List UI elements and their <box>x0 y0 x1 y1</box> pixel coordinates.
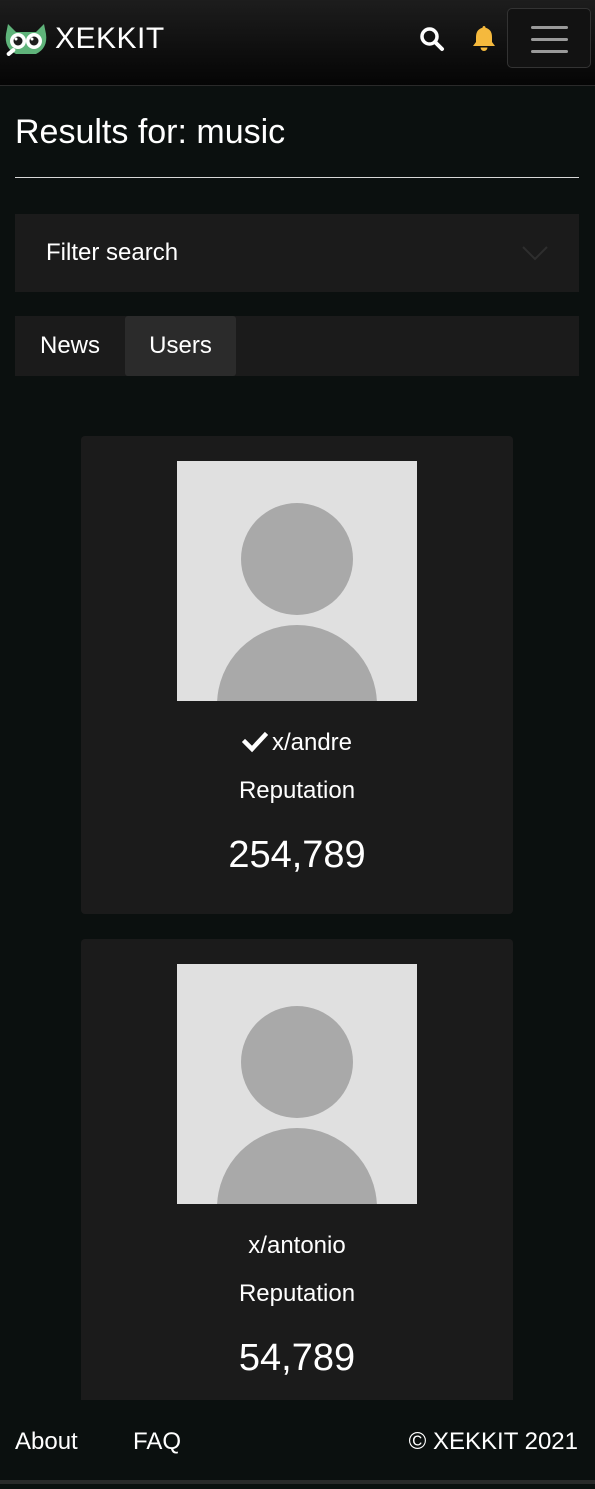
avatar[interactable] <box>177 461 417 701</box>
footer-copyright: © XEKKIT 2021 <box>408 1428 578 1455</box>
username-row: x/antonio <box>81 1229 513 1263</box>
footer-about-link[interactable]: About <box>15 1428 78 1455</box>
footer: About FAQ © XEKKIT 2021 <box>0 1400 595 1484</box>
avatar[interactable] <box>177 964 417 1204</box>
hamburger-menu-icon-bar <box>531 38 568 41</box>
verified-check-icon <box>241 731 268 753</box>
footer-faq-link[interactable]: FAQ <box>133 1428 182 1455</box>
result-tabs: News Users <box>15 316 579 376</box>
title-divider <box>15 177 579 178</box>
avatar-placeholder-icon <box>217 1006 377 1204</box>
filter-search-accordion[interactable]: Filter search <box>15 214 579 292</box>
page-title: Results for: music <box>15 113 286 151</box>
hamburger-menu-icon <box>531 26 568 29</box>
reputation-value: 54,789 <box>238 1337 356 1379</box>
brand-name[interactable]: XEKKIT <box>55 22 165 55</box>
filter-search-label: Filter search <box>46 239 179 266</box>
bell-icon[interactable] <box>471 24 497 52</box>
user-card[interactable]: x/andre Reputation 254,789 <box>81 436 513 914</box>
username-link[interactable]: x/andre <box>271 729 353 756</box>
hamburger-menu-icon-bar <box>531 50 568 53</box>
hamburger-menu-button[interactable] <box>507 8 591 68</box>
top-navbar: XEKKIT <box>0 0 595 86</box>
owl-logo-icon[interactable] <box>4 20 48 58</box>
tab-users[interactable]: Users <box>125 316 236 376</box>
tab-news[interactable]: News <box>39 332 100 359</box>
reputation-label: Reputation <box>238 777 356 804</box>
username-link[interactable]: x/antonio <box>248 1232 346 1259</box>
user-card[interactable]: x/antonio Reputation 54,789 <box>81 939 513 1409</box>
search-icon[interactable] <box>418 25 446 53</box>
avatar-placeholder-icon <box>217 503 377 701</box>
reputation-value: 254,789 <box>228 834 366 876</box>
reputation-label: Reputation <box>238 1280 356 1307</box>
username-row: x/andre <box>81 726 513 760</box>
chevron-down-icon <box>522 246 548 261</box>
